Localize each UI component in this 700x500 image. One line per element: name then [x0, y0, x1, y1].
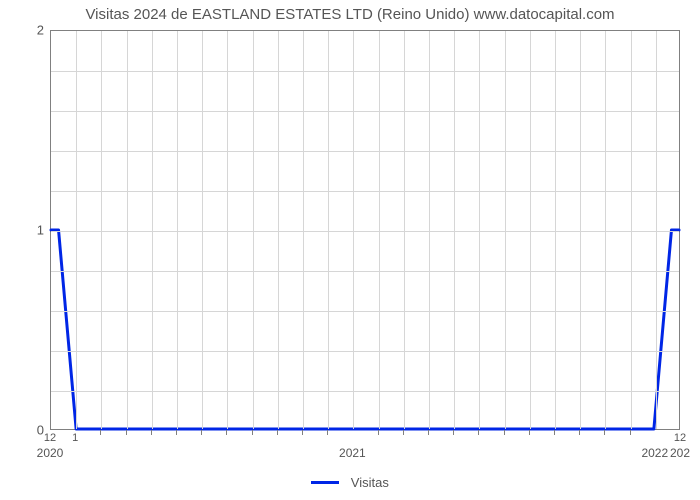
x-minor-tick [277, 430, 278, 435]
x-year-label: 2021 [339, 446, 366, 460]
x-year-label: 202 [670, 446, 690, 460]
gridline-horizontal [51, 311, 679, 312]
gridline-vertical [353, 31, 354, 429]
chart-title: Visitas 2024 de EASTLAND ESTATES LTD (Re… [0, 6, 700, 23]
x-minor-tick [378, 430, 379, 435]
gridline-vertical [454, 31, 455, 429]
gridline-horizontal [51, 71, 679, 72]
y-tick-label: 2 [4, 23, 44, 38]
gridline-vertical [278, 31, 279, 429]
x-month-label: 12 [674, 432, 686, 444]
gridline-vertical [202, 31, 203, 429]
gridline-vertical [227, 31, 228, 429]
x-minor-tick [604, 430, 605, 435]
x-minor-tick [100, 430, 101, 435]
legend: Visitas [0, 474, 700, 490]
gridline-horizontal [51, 391, 679, 392]
gridline-vertical [530, 31, 531, 429]
x-minor-tick [403, 430, 404, 435]
gridline-vertical [429, 31, 430, 429]
gridline-vertical [152, 31, 153, 429]
gridline-vertical [101, 31, 102, 429]
line-series [51, 31, 679, 429]
gridline-vertical [127, 31, 128, 429]
x-minor-tick [453, 430, 454, 435]
x-minor-tick [554, 430, 555, 435]
x-minor-tick [478, 430, 479, 435]
x-minor-tick [327, 430, 328, 435]
x-minor-tick [529, 430, 530, 435]
x-month-label: 1 [72, 432, 78, 444]
gridline-vertical [505, 31, 506, 429]
gridline-vertical [328, 31, 329, 429]
gridline-horizontal [51, 111, 679, 112]
y-tick-label: 1 [4, 223, 44, 238]
legend-swatch [311, 481, 339, 484]
gridline-vertical [177, 31, 178, 429]
gridline-horizontal [51, 191, 679, 192]
gridline-horizontal [51, 151, 679, 152]
gridline-horizontal [51, 231, 679, 232]
gridline-horizontal [51, 351, 679, 352]
x-minor-tick [504, 430, 505, 435]
gridline-vertical [379, 31, 380, 429]
gridline-vertical [631, 31, 632, 429]
x-month-label: 12 [44, 432, 56, 444]
gridline-vertical [479, 31, 480, 429]
x-minor-tick [201, 430, 202, 435]
y-tick-label: 0 [4, 423, 44, 438]
x-year-label: 2020 [37, 446, 64, 460]
x-minor-tick [579, 430, 580, 435]
gridline-vertical [76, 31, 77, 429]
gridline-vertical [605, 31, 606, 429]
x-minor-tick [226, 430, 227, 435]
x-year-label: 2022 [641, 446, 668, 460]
gridline-vertical [580, 31, 581, 429]
gridline-vertical [303, 31, 304, 429]
plot-area [50, 30, 680, 430]
gridline-horizontal [51, 271, 679, 272]
gridline-vertical [404, 31, 405, 429]
gridline-vertical [656, 31, 657, 429]
x-minor-tick [630, 430, 631, 435]
gridline-vertical [555, 31, 556, 429]
x-minor-tick [176, 430, 177, 435]
x-minor-tick [151, 430, 152, 435]
visits-line-chart: Visitas 2024 de EASTLAND ESTATES LTD (Re… [0, 0, 700, 500]
x-minor-tick [126, 430, 127, 435]
gridline-vertical [253, 31, 254, 429]
x-minor-tick [302, 430, 303, 435]
x-minor-tick [428, 430, 429, 435]
legend-label: Visitas [351, 475, 389, 490]
x-minor-tick [252, 430, 253, 435]
